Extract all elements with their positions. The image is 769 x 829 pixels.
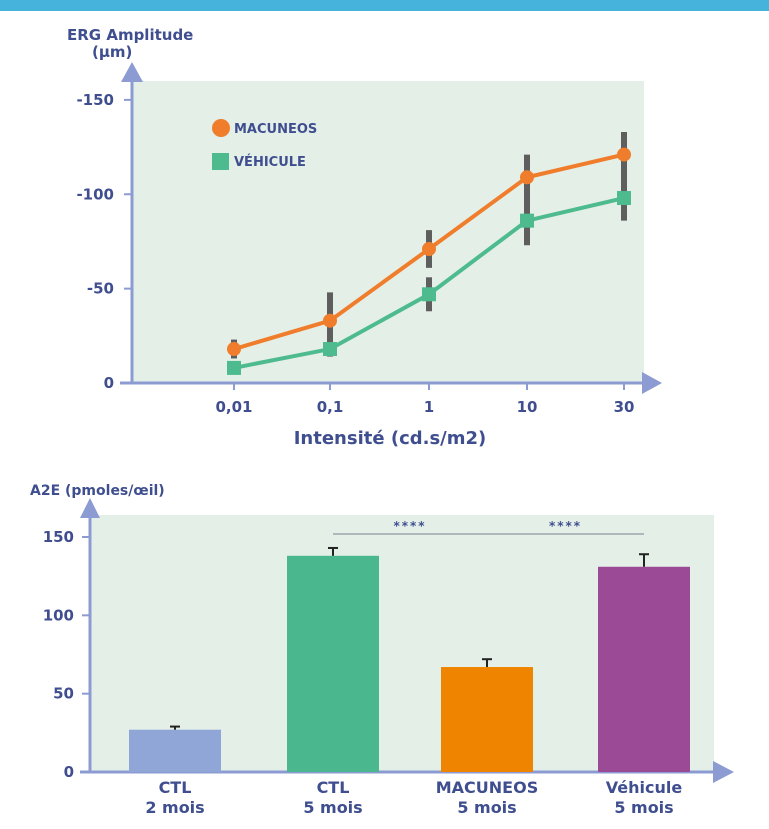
x-tick-label: 0,01: [215, 398, 252, 416]
erg-line-chart: ERG Amplitude (μm) -150 -100 -50 0 0,01 0,1 1…: [0, 0, 769, 460]
data-point: [227, 342, 241, 356]
y-tick-label: -150: [76, 91, 114, 109]
data-point: [520, 170, 534, 184]
category-label-line1: MACUNEOS: [436, 778, 538, 797]
x-tick-label: 10: [517, 398, 538, 416]
y-tick-label: 100: [43, 606, 74, 624]
x-tick-label: 30: [614, 398, 635, 416]
legend-marker-macuneos: [212, 119, 230, 137]
significance-label: ****: [549, 519, 582, 533]
bars: [129, 548, 690, 772]
data-point: [323, 314, 337, 328]
category-label-line1: CTL: [159, 778, 192, 797]
y-tick-label: -50: [87, 280, 114, 298]
y-tick-label: 0: [104, 374, 114, 392]
bar: [129, 730, 221, 772]
category-label-line2: 2 mois: [145, 798, 204, 817]
x-axis-arrow: [642, 372, 662, 394]
x-tick-label: 1: [424, 398, 434, 416]
y-axis-title-line2: (μm): [92, 43, 132, 61]
plot-background: [132, 81, 644, 383]
data-point: [617, 191, 631, 205]
x-tick-label: 0,1: [317, 398, 344, 416]
y-axis-arrow: [80, 498, 100, 518]
category-label-line1: CTL: [317, 778, 350, 797]
significance-label: ****: [393, 519, 426, 533]
category-label-line1: Véhicule: [606, 778, 683, 797]
plot-background: [90, 515, 714, 772]
y-tick-label: 0: [64, 763, 74, 781]
significance-brackets: **** ****: [333, 519, 644, 534]
data-point: [617, 148, 631, 162]
y-ticks: -150 -100 -50 0: [76, 91, 132, 392]
bar: [598, 567, 690, 772]
data-point: [323, 342, 337, 356]
x-axis-arrow: [713, 761, 734, 783]
data-point: [422, 287, 436, 301]
legend-label-macuneos: MACUNEOS: [234, 122, 317, 137]
legend-label-vehicule: VÉHICULE: [234, 154, 306, 170]
x-axis-title: Intensité (cd.s/m2): [294, 428, 487, 449]
y-axis-title-line1: ERG Amplitude: [67, 26, 193, 44]
x-ticks: 0,01 0,1 1 10 30: [215, 383, 634, 416]
y-axis-arrow: [121, 62, 143, 82]
y-axis-title: A2E (pmoles/œil): [30, 483, 165, 499]
y-ticks: 150 100 50 0: [43, 528, 90, 781]
y-tick-label: 150: [43, 528, 74, 546]
data-point: [227, 361, 241, 375]
data-point: [520, 214, 534, 228]
bar: [287, 556, 379, 772]
y-tick-label: -100: [76, 185, 114, 203]
legend-marker-vehicule: [212, 153, 229, 170]
y-tick-label: 50: [53, 685, 74, 703]
bar: [441, 667, 533, 772]
category-label-line2: 5 mois: [303, 798, 362, 817]
category-label-line2: 5 mois: [614, 798, 673, 817]
category-label-line2: 5 mois: [457, 798, 516, 817]
data-point: [422, 242, 436, 256]
